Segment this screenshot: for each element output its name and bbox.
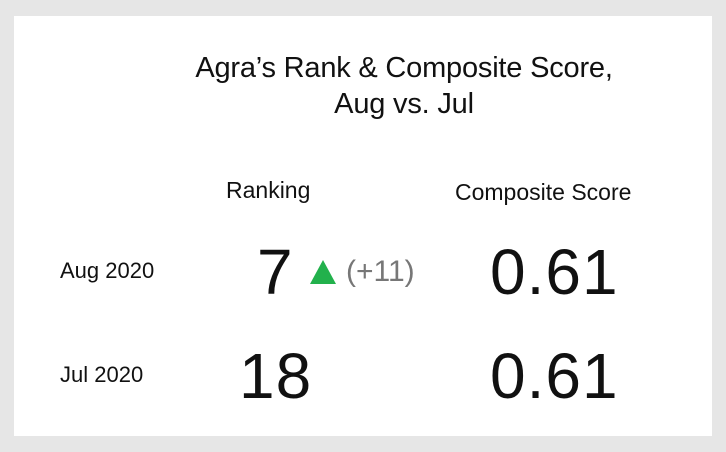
card-title-line-1: Agra’s Rank & Composite Score, <box>195 52 613 84</box>
score-value-aug-2020: 0.61 <box>490 236 619 308</box>
card-title: Agra’s Rank & Composite Score, Aug vs. J… <box>14 50 726 122</box>
rank-value-jul-2020: 18 <box>239 340 313 412</box>
composite-score-column-header: Composite Score <box>455 179 632 205</box>
rank-score-card: Agra’s Rank & Composite Score, Aug vs. J… <box>14 16 712 436</box>
score-value-jul-2020: 0.61 <box>490 340 619 412</box>
up-arrow-icon <box>310 260 336 284</box>
row-label-jul-2020: Jul 2020 <box>60 362 144 387</box>
row-label-aug-2020: Aug 2020 <box>60 258 155 283</box>
rank-value-aug-2020: 7 <box>257 236 294 308</box>
rank-change-value: (+11) <box>346 255 415 288</box>
card-title-line-2: Aug vs. Jul <box>334 88 474 120</box>
rank-change: (+11) <box>310 254 415 290</box>
ranking-column-header: Ranking <box>226 177 311 203</box>
